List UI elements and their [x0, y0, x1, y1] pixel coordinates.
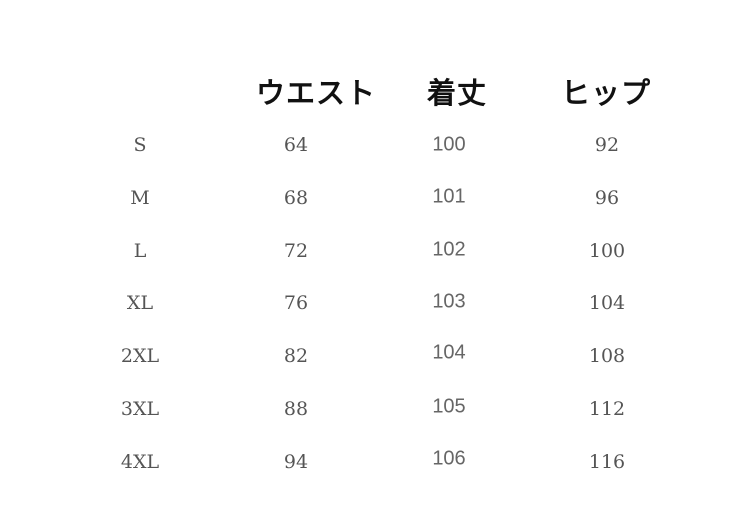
cell-length: 105	[432, 395, 466, 418]
header-waist: ウエスト	[255, 76, 377, 110]
cell-waist: 76	[283, 292, 309, 314]
cell-hip: 116	[588, 451, 626, 473]
cell-waist: 94	[283, 451, 309, 473]
cell-hip: 104	[588, 292, 626, 314]
header-hip: ヒップ	[560, 76, 652, 110]
cell-waist: 88	[283, 398, 309, 420]
cell-length: 102	[432, 238, 466, 261]
cell-hip: 112	[588, 398, 626, 420]
cell-size: M	[130, 187, 150, 209]
cell-length: 106	[432, 447, 466, 470]
cell-size: L	[133, 240, 147, 262]
cell-waist: 72	[283, 240, 309, 262]
cell-length: 101	[432, 185, 466, 208]
cell-size: 4XL	[120, 451, 160, 473]
cell-hip: 100	[588, 240, 626, 262]
cell-waist: 64	[283, 134, 309, 156]
cell-size: 2XL	[120, 345, 160, 367]
cell-size: XL	[126, 292, 154, 314]
cell-length: 100	[432, 133, 466, 156]
cell-hip: 108	[588, 345, 626, 367]
cell-length: 103	[432, 290, 466, 313]
cell-size: 3XL	[120, 398, 160, 420]
cell-length: 104	[432, 341, 466, 364]
cell-size: S	[133, 134, 147, 156]
cell-waist: 82	[283, 345, 309, 367]
cell-hip: 92	[594, 134, 620, 156]
header-length: 着丈	[426, 76, 488, 110]
cell-hip: 96	[594, 187, 620, 209]
cell-waist: 68	[283, 187, 309, 209]
